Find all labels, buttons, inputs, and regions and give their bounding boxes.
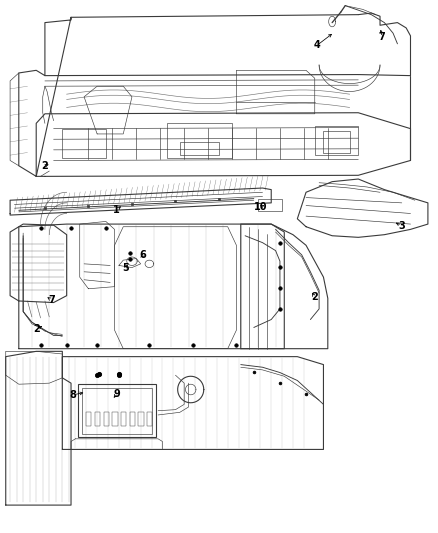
- Text: 5: 5: [122, 263, 129, 272]
- Text: 3: 3: [399, 221, 405, 231]
- Bar: [138, 413, 144, 425]
- Bar: [258, 199, 282, 211]
- Bar: [95, 413, 100, 425]
- Text: 7: 7: [379, 33, 385, 43]
- Bar: [78, 384, 156, 437]
- Bar: [113, 413, 117, 425]
- Bar: [86, 413, 92, 425]
- Text: 7: 7: [48, 295, 55, 305]
- Bar: [315, 126, 358, 155]
- Bar: [82, 389, 152, 433]
- Text: 8: 8: [70, 390, 77, 400]
- Bar: [167, 123, 232, 158]
- Text: 1: 1: [113, 205, 120, 215]
- Bar: [104, 413, 109, 425]
- Text: 10: 10: [254, 202, 267, 212]
- Text: 6: 6: [139, 251, 146, 260]
- Text: 2: 2: [42, 161, 48, 171]
- Bar: [62, 128, 106, 158]
- Bar: [130, 413, 135, 425]
- Bar: [323, 131, 350, 152]
- Bar: [121, 413, 126, 425]
- Text: 2: 2: [33, 324, 39, 334]
- Text: 2: 2: [311, 292, 318, 302]
- Text: 4: 4: [314, 41, 320, 51]
- Text: 9: 9: [113, 389, 120, 399]
- Bar: [147, 413, 152, 425]
- Bar: [180, 142, 219, 155]
